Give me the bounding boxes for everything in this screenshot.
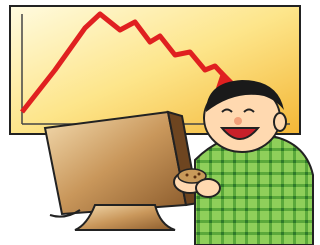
ear	[274, 113, 286, 131]
cartoon	[0, 0, 315, 245]
page	[0, 0, 315, 245]
cookie-chip	[194, 176, 197, 179]
cookie-chip	[186, 174, 189, 177]
cookie-chip	[198, 173, 201, 176]
monitor-back	[45, 112, 186, 214]
nose	[234, 117, 242, 125]
hand	[196, 179, 220, 197]
